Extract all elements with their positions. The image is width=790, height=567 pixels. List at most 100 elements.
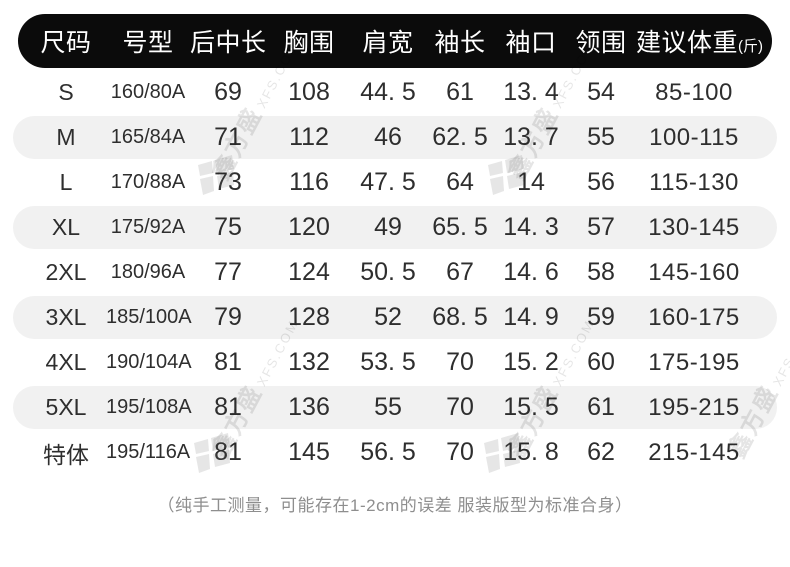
cell-chest: 145 bbox=[288, 438, 330, 466]
measurement-note: （纯手工测量，可能存在1-2cm的误差 服装版型为标准合身） bbox=[157, 496, 633, 515]
cell-weight-range: 130-145 bbox=[648, 213, 740, 241]
cell-chest: 120 bbox=[288, 213, 330, 241]
cell-collar: 60 bbox=[587, 348, 615, 376]
cell-model: 175/92A bbox=[110, 216, 186, 238]
cell-sleeve-length: 70 bbox=[446, 393, 474, 421]
header-weight-label: 建议体重 bbox=[636, 29, 739, 57]
cell-cuff: 15. 5 bbox=[503, 393, 559, 421]
cell-cuff: 14. 3 bbox=[503, 213, 559, 241]
cell-cuff: 15. 8 bbox=[503, 438, 559, 466]
cell-sleeve-length: 67 bbox=[446, 258, 474, 286]
table-row: 特体 195/116A 81 145 56. 5 70 15. 8 62 215… bbox=[0, 430, 790, 475]
cell-sleeve-length: 61 bbox=[446, 78, 474, 106]
table-row: S 160/80A 69 108 44. 5 61 13. 4 54 85-10… bbox=[0, 70, 790, 115]
cell-collar: 62 bbox=[587, 438, 615, 466]
cell-collar: 58 bbox=[587, 258, 615, 286]
cell-weight-range: 85-100 bbox=[655, 78, 733, 106]
cell-cuff: 15. 2 bbox=[503, 348, 559, 376]
cell-sleeve-length: 65. 5 bbox=[432, 213, 488, 241]
cell-sleeve-length: 68. 5 bbox=[432, 303, 488, 331]
table-row: 2XL 180/96A 77 124 50. 5 67 14. 6 58 145… bbox=[0, 250, 790, 295]
cell-cuff: 13. 7 bbox=[503, 123, 559, 151]
cell-sleeve-length: 62. 5 bbox=[432, 123, 488, 151]
cell-chest: 112 bbox=[289, 123, 329, 151]
cell-back-length: 69 bbox=[214, 78, 242, 106]
header-weight-unit: (斤) bbox=[738, 38, 764, 55]
cell-model: 180/96A bbox=[110, 261, 186, 283]
cell-chest: 128 bbox=[288, 303, 330, 331]
header-cuff: 袖口 bbox=[505, 29, 557, 57]
cell-size: S bbox=[58, 79, 74, 105]
cell-cuff: 14. 9 bbox=[503, 303, 559, 331]
cell-size: 3XL bbox=[45, 304, 87, 330]
cell-back-length: 77 bbox=[214, 258, 242, 286]
cell-sleeve-length: 64 bbox=[446, 168, 474, 196]
table-row: M 165/84A 71 112 46 62. 5 13. 7 55 100-1… bbox=[0, 115, 790, 160]
cell-shoulder: 56. 5 bbox=[360, 438, 416, 466]
cell-shoulder: 46 bbox=[374, 123, 402, 151]
cell-weight-range: 100-115 bbox=[649, 123, 739, 151]
header-back-length: 后中长 bbox=[190, 29, 267, 57]
cell-cuff: 14 bbox=[517, 168, 545, 196]
cell-size: M bbox=[56, 124, 76, 150]
cell-collar: 59 bbox=[587, 303, 615, 331]
cell-shoulder: 52 bbox=[374, 303, 402, 331]
header-chest: 胸围 bbox=[283, 29, 335, 57]
cell-size: XL bbox=[51, 214, 81, 240]
cell-collar: 55 bbox=[587, 123, 615, 151]
header-shoulder: 肩宽 bbox=[362, 29, 414, 57]
cell-size: 5XL bbox=[45, 394, 87, 420]
cell-collar: 57 bbox=[587, 213, 615, 241]
cell-shoulder: 53. 5 bbox=[360, 348, 416, 376]
cell-chest: 108 bbox=[288, 78, 330, 106]
table-row: L 170/88A 73 116 47. 5 64 14 56 115-130 bbox=[0, 160, 790, 205]
cell-collar: 61 bbox=[587, 393, 615, 421]
cell-weight-range: 175-195 bbox=[648, 348, 740, 376]
cell-back-length: 81 bbox=[214, 438, 242, 466]
table-row: XL 175/92A 75 120 49 65. 5 14. 3 57 130-… bbox=[0, 205, 790, 250]
cell-size: 特体 bbox=[43, 441, 89, 468]
cell-back-length: 79 bbox=[214, 303, 242, 331]
cell-back-length: 81 bbox=[214, 348, 242, 376]
table-body: S 160/80A 69 108 44. 5 61 13. 4 54 85-10… bbox=[0, 70, 790, 475]
table-row: 5XL 195/108A 81 136 55 70 15. 5 61 195-2… bbox=[0, 385, 790, 430]
header-sleeve-length: 袖长 bbox=[434, 29, 486, 57]
cell-back-length: 73 bbox=[214, 168, 242, 196]
cell-model: 165/84A bbox=[110, 126, 186, 148]
cell-collar: 56 bbox=[587, 168, 615, 196]
cell-back-length: 81 bbox=[214, 393, 242, 421]
cell-chest: 116 bbox=[289, 168, 329, 196]
cell-back-length: 71 bbox=[214, 123, 242, 151]
cell-weight-range: 215-145 bbox=[648, 438, 740, 466]
header-weight: 建议体重(斤) bbox=[636, 23, 763, 59]
cell-weight-range: 160-175 bbox=[648, 303, 740, 331]
table-row: 3XL 185/100A 79 128 52 68. 5 14. 9 59 16… bbox=[0, 295, 790, 340]
table-row: 4XL 190/104A 81 132 53. 5 70 15. 2 60 17… bbox=[0, 340, 790, 385]
cell-shoulder: 55 bbox=[374, 393, 402, 421]
cell-chest: 136 bbox=[288, 393, 330, 421]
cell-back-length: 75 bbox=[214, 213, 242, 241]
cell-weight-range: 145-160 bbox=[648, 258, 740, 286]
cell-sleeve-length: 70 bbox=[446, 438, 474, 466]
cell-weight-range: 115-130 bbox=[649, 168, 739, 196]
cell-size: 2XL bbox=[45, 259, 87, 285]
cell-chest: 124 bbox=[288, 258, 330, 286]
cell-model: 195/116A bbox=[106, 441, 191, 463]
cell-shoulder: 49 bbox=[374, 213, 402, 241]
cell-shoulder: 47. 5 bbox=[360, 168, 416, 196]
cell-model: 185/100A bbox=[106, 306, 192, 328]
cell-model: 170/88A bbox=[110, 171, 186, 193]
cell-cuff: 14. 6 bbox=[503, 258, 559, 286]
cell-collar: 54 bbox=[587, 78, 615, 106]
header-model: 号型 bbox=[122, 29, 174, 57]
cell-weight-range: 195-215 bbox=[648, 393, 740, 421]
table-header-row: 尺码 号型 后中长 胸围 肩宽 袖长 袖口 领围 建议体重(斤) bbox=[0, 14, 790, 68]
cell-chest: 132 bbox=[288, 348, 330, 376]
cell-model: 190/104A bbox=[106, 351, 192, 373]
cell-cuff: 13. 4 bbox=[503, 78, 559, 106]
cell-model: 195/108A bbox=[106, 396, 192, 418]
cell-size: L bbox=[59, 169, 73, 195]
header-collar: 领围 bbox=[575, 29, 627, 57]
cell-sleeve-length: 70 bbox=[446, 348, 474, 376]
